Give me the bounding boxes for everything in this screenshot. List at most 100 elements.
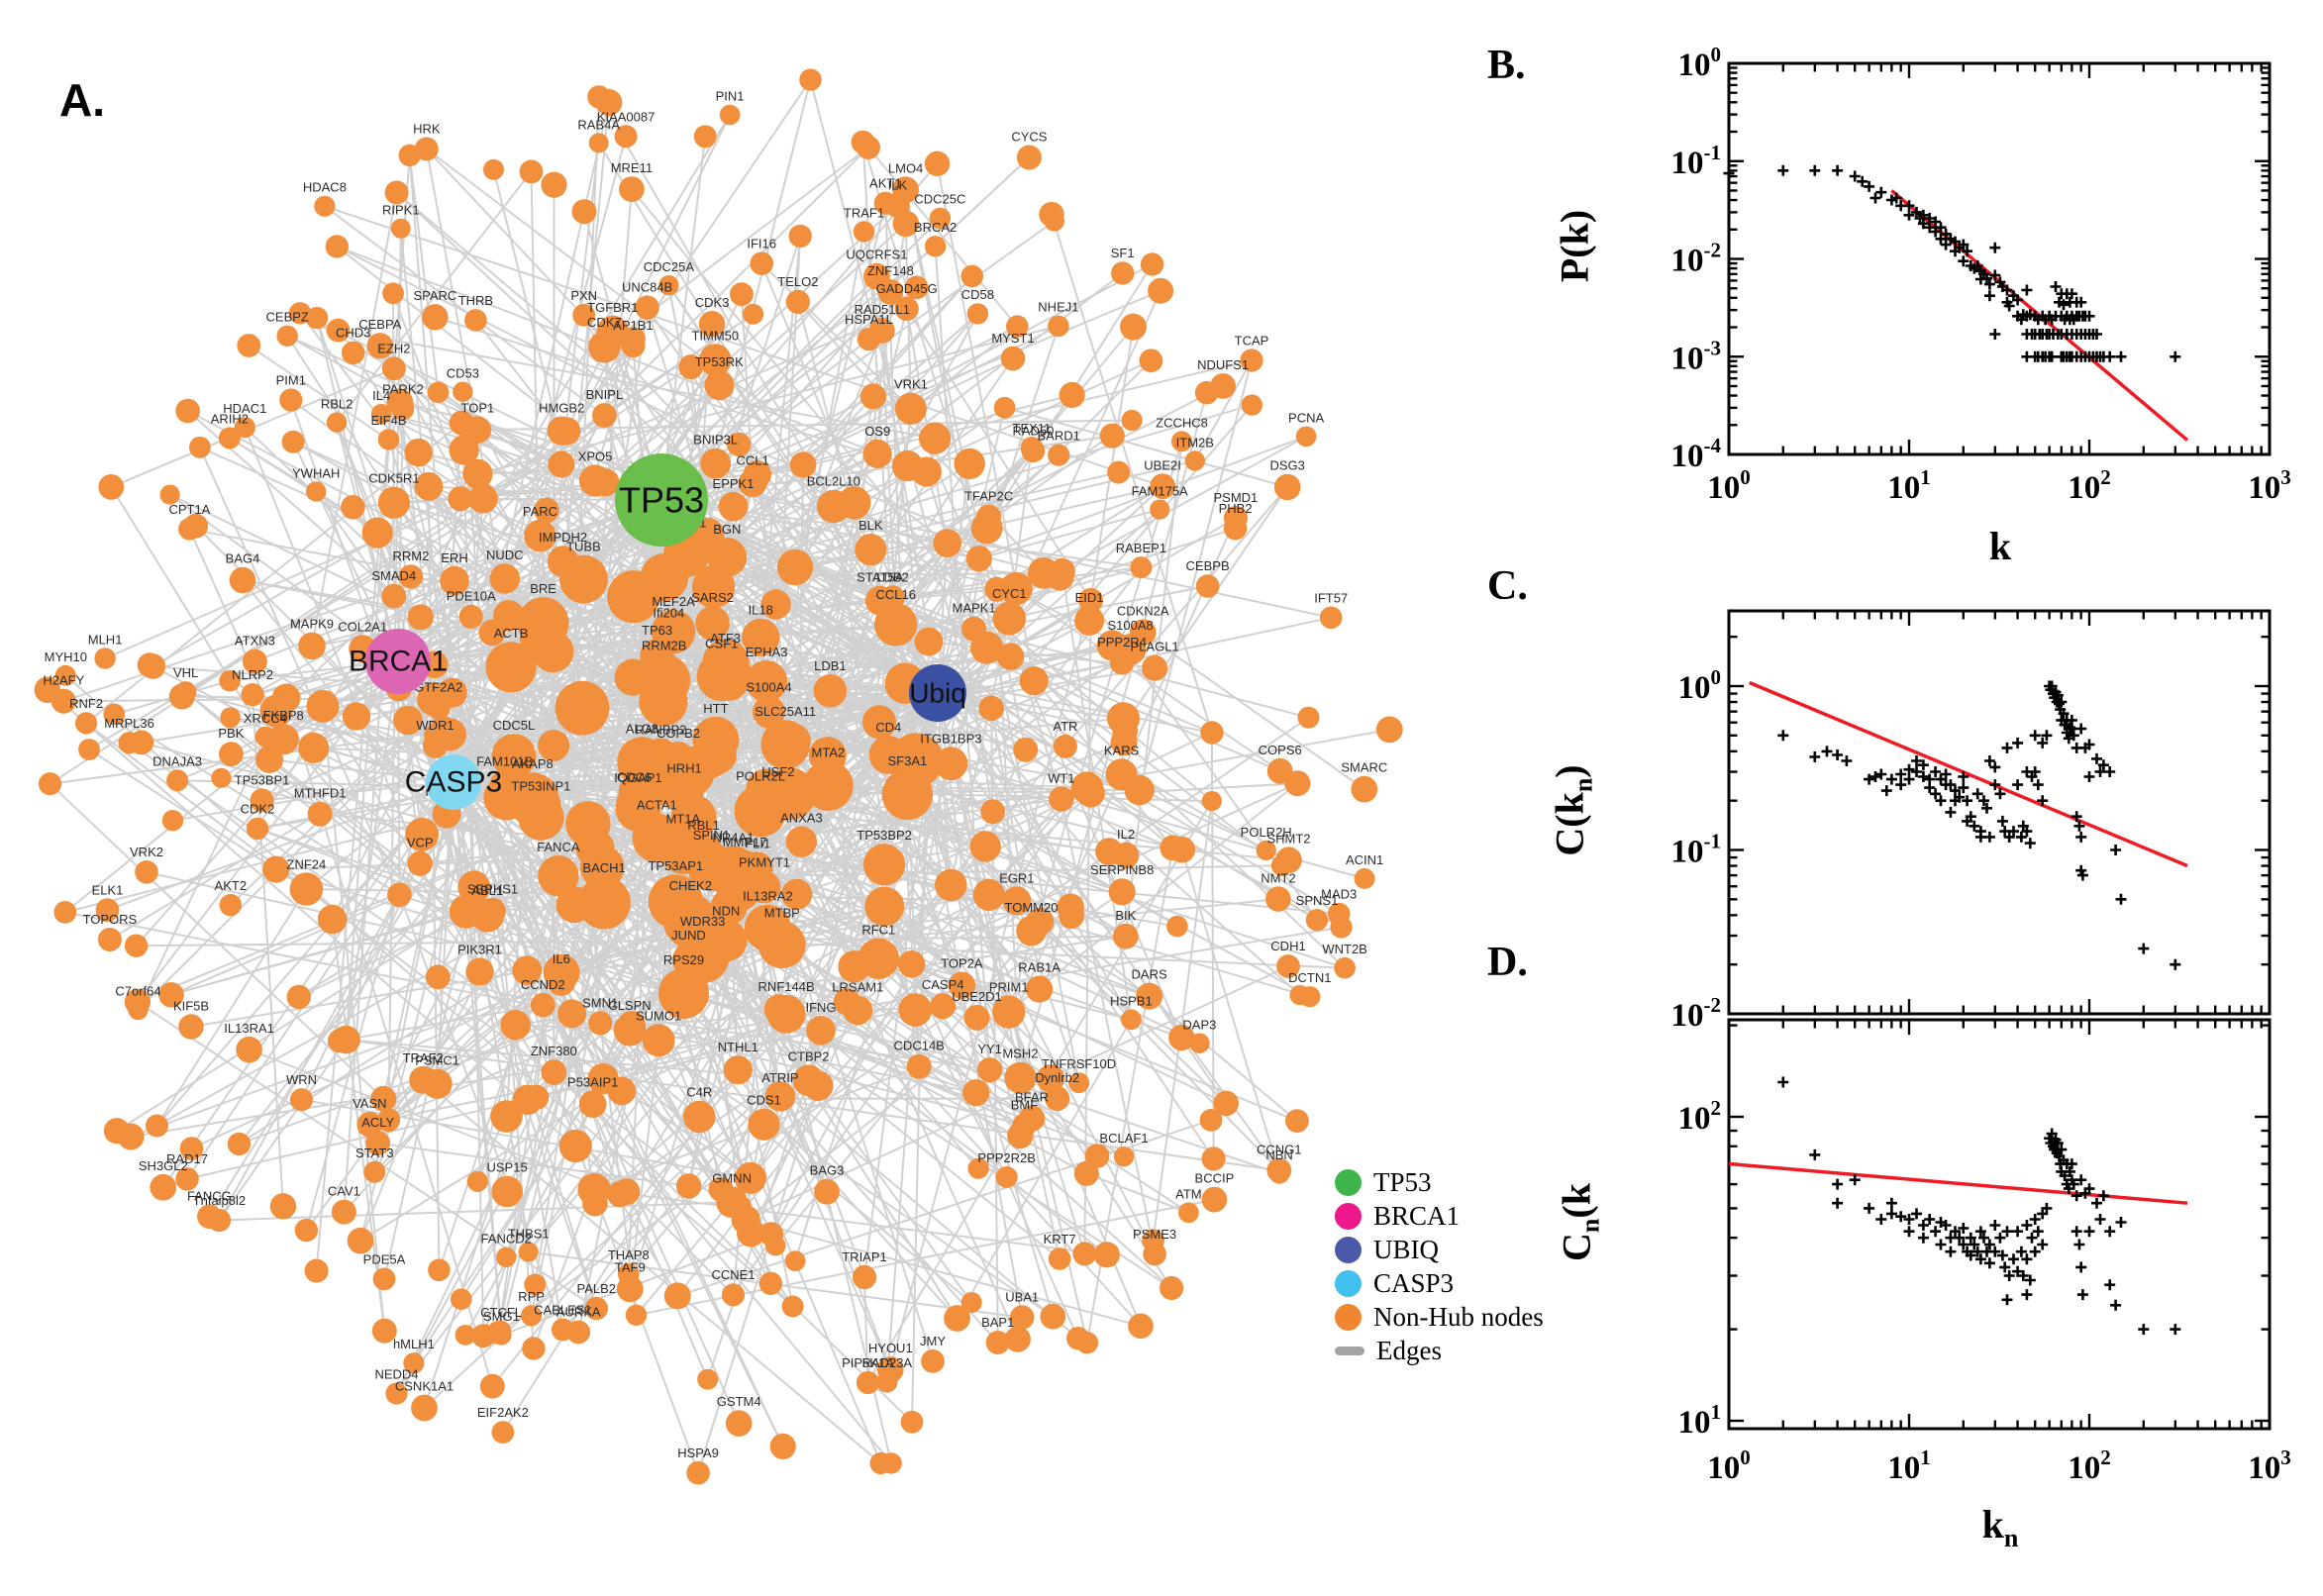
gene-label: MLH1 [88,632,123,647]
data-point [1777,730,1789,742]
network-node [858,938,899,979]
data-point [1965,1249,1976,1261]
data-point [1880,785,1892,797]
gene-label: DNAJA3 [152,753,202,768]
network-node [785,289,811,314]
data-point [1954,1232,1966,1244]
gene-label: TOMM20 [1005,900,1059,915]
network-hubs: TP53 BRCA1 Ubiq CASP3 [349,453,966,810]
gene-label: PDE10A [447,589,496,604]
data-point [1989,761,2001,773]
network-node [965,546,992,572]
gene-label: Ifi204 [653,606,684,621]
network-node [289,872,324,906]
data-point [2094,1214,2106,1225]
data-point [2110,845,2122,855]
network-node [34,676,60,703]
network-node [579,845,625,890]
network-node [924,150,951,176]
network-node [377,486,410,519]
gene-label: TRAF2 [403,1050,444,1065]
data-point [2041,1202,2053,1214]
network-node [94,648,116,669]
network-edge [752,482,1156,1255]
gene-label: TELO2 [777,274,818,289]
gene-label: PCNA [1288,411,1324,426]
network-node [468,483,498,514]
network-node [1084,1144,1110,1168]
network-node [843,995,873,1026]
network-node [478,619,506,647]
network-node [781,878,813,910]
gene-label: S100A8 [1107,618,1153,633]
data-point [2104,1279,2116,1291]
gene-label: TP63 [642,623,672,638]
network-node [150,1173,177,1201]
network-node [361,517,393,549]
network-node [294,1218,319,1243]
panel-d: 102 101 100 101 102 103 [1678,1018,2291,1486]
network-edge [473,885,1025,1127]
network-node [954,448,985,480]
network-edge [1051,214,1213,734]
network-node [267,724,299,755]
gene-label: IFI16 [747,236,776,250]
data-point [1885,773,1897,785]
network-node [1273,473,1301,501]
network-edge [956,1019,1133,1320]
data-point [1983,1257,1995,1269]
network-node [960,264,983,288]
network-node [1048,315,1069,338]
data-point [2138,1324,2150,1336]
data-point [1777,1076,1789,1088]
network-node [166,769,189,792]
network-node [479,1373,505,1399]
network-node [776,549,814,586]
network-node [1354,867,1375,889]
data-point [1969,820,1980,832]
data-point [1935,222,1947,234]
network-node [881,768,934,821]
network-node [919,422,952,454]
data-point [2075,1261,2087,1273]
data-point [1841,755,1853,766]
gene-label: FLI1 [745,836,770,850]
gene-label: BACH1 [582,860,625,875]
network-node [862,439,892,468]
data-point [2029,1246,2041,1257]
network-node [1019,666,1049,696]
gene-label: TUBB [566,540,601,554]
gene-label: EPPK1 [713,476,755,491]
network-node [1139,349,1163,373]
data-point [1864,180,1875,192]
network-node [175,1167,199,1191]
network-edge [867,147,1019,328]
network-node [944,1305,970,1332]
network-node [523,1084,550,1111]
gene-label: BLK [858,518,883,533]
network-node [1027,556,1060,589]
data-point [2003,300,2015,312]
gene-label: UBE2I [1144,457,1181,472]
network-node [304,1258,329,1283]
d-y-mid: (k [1554,1183,1599,1219]
data-point [2083,1226,2095,1238]
gene-label: PBK [218,726,244,741]
gene-label: IL2 [1117,827,1135,842]
gene-label: FAM175A [1132,484,1188,499]
gene-label: RPP [518,1289,545,1304]
network-node [577,876,631,930]
data-point [2070,811,2082,823]
network-node [864,585,895,616]
gene-label: CCND2 [521,977,565,992]
network-node [571,199,597,225]
network-node [1074,605,1105,636]
data-point [1924,222,1936,234]
network-node [814,1178,840,1205]
gene-label: UBA1 [1005,1289,1039,1304]
network-node [341,341,365,365]
gene-label: SPIN1 [693,828,731,843]
network-edge [559,143,600,465]
gene-label: XPO5 [578,449,613,463]
network-node [522,1337,546,1360]
